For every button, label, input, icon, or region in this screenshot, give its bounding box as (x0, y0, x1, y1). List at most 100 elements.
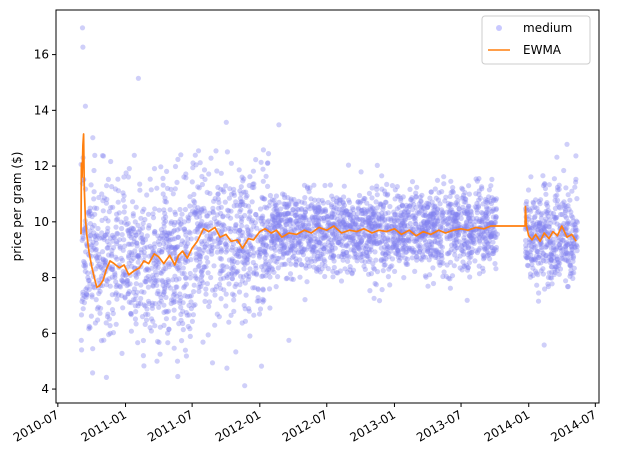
scatter-point (537, 227, 543, 233)
scatter-point (171, 315, 177, 321)
scatter-point (282, 210, 288, 217)
scatter-point (456, 206, 462, 212)
scatter-point (455, 202, 461, 208)
scatter-point (362, 211, 368, 217)
scatter-point (195, 184, 201, 190)
scatter-point (449, 210, 455, 216)
scatter-point (188, 257, 194, 263)
scatter-point (132, 316, 138, 322)
scatter-point (350, 236, 356, 242)
scatter-point (125, 241, 131, 247)
scatter-point (199, 223, 205, 229)
scatter-point (192, 273, 198, 279)
scatter-point (281, 243, 287, 249)
scatter-point (476, 247, 482, 253)
scatter-point (106, 276, 112, 282)
scatter-point (105, 225, 111, 231)
scatter-point (303, 217, 309, 223)
scatter-point (281, 261, 287, 267)
scatter-point (329, 214, 335, 220)
scatter-point (322, 242, 328, 248)
scatter-point (346, 211, 352, 218)
scatter-point (324, 214, 330, 220)
scatter-point (161, 223, 167, 230)
scatter-point (247, 214, 253, 220)
scatter-point (452, 242, 458, 248)
scatter-point (112, 274, 118, 280)
scatter-point (262, 196, 268, 202)
scatter-point (123, 272, 129, 278)
scatter-point (152, 301, 158, 307)
scatter-point (296, 198, 302, 204)
scatter-point (534, 219, 541, 226)
scatter-point (312, 239, 318, 245)
scatter-point (293, 235, 299, 241)
scatter-point (133, 309, 139, 315)
scatter-point (530, 199, 536, 205)
scatter-point (370, 206, 376, 212)
scatter-point (484, 240, 491, 246)
scatter-point (93, 297, 99, 303)
scatter-point (543, 258, 549, 264)
scatter-point (368, 221, 374, 227)
scatter-point (229, 276, 235, 282)
scatter-point (127, 227, 133, 233)
scatter-point (278, 241, 284, 247)
scatter-point (287, 217, 293, 223)
scatter-point (378, 201, 384, 207)
scatter-point (257, 246, 263, 252)
scatter-point (559, 252, 565, 258)
scatter-point (432, 204, 438, 210)
scatter-point (352, 231, 358, 237)
scatter-point (359, 207, 365, 213)
scatter-point (286, 201, 292, 207)
scatter-point (412, 268, 418, 274)
scatter-point (314, 239, 320, 245)
scatter-point (241, 176, 247, 182)
scatter-point (469, 246, 475, 252)
scatter-point (300, 213, 307, 219)
scatter-point (570, 255, 576, 261)
scatter-point (488, 183, 494, 189)
scatter-point (188, 299, 194, 305)
scatter-point (455, 245, 461, 251)
scatter-point (545, 281, 551, 287)
scatter-point (89, 294, 95, 300)
scatter-point (253, 211, 259, 218)
scatter-point (95, 258, 101, 264)
scatter-point (550, 241, 556, 247)
scatter-point (554, 256, 560, 262)
scatter-point (158, 298, 164, 304)
scatter-point (226, 257, 232, 263)
scatter-point (314, 266, 320, 272)
scatter-point (545, 242, 551, 248)
scatter-point (424, 200, 430, 206)
scatter-point (100, 259, 106, 265)
scatter-point (351, 210, 357, 217)
scatter-point (313, 210, 319, 217)
scatter-point (395, 248, 401, 254)
scatter-point (567, 262, 573, 268)
scatter-point (173, 277, 179, 283)
scatter-point (420, 223, 426, 230)
scatter-point (474, 207, 480, 213)
scatter-point (162, 286, 168, 292)
scatter-point (283, 229, 289, 235)
scatter-point (449, 233, 455, 239)
scatter-point (197, 246, 203, 252)
scatter-point (560, 256, 566, 262)
scatter-point (525, 263, 531, 269)
scatter-point (87, 232, 94, 238)
scatter-point (318, 240, 324, 246)
scatter-point (480, 265, 486, 271)
scatter-point (150, 248, 157, 254)
scatter-point (210, 287, 216, 293)
scatter-point (271, 217, 277, 223)
scatter-point (130, 225, 136, 232)
scatter-point (236, 253, 242, 260)
scatter-point (196, 252, 203, 258)
scatter-point (281, 250, 287, 256)
scatter-point (251, 312, 257, 318)
scatter-point (366, 271, 372, 277)
scatter-point (459, 247, 465, 253)
